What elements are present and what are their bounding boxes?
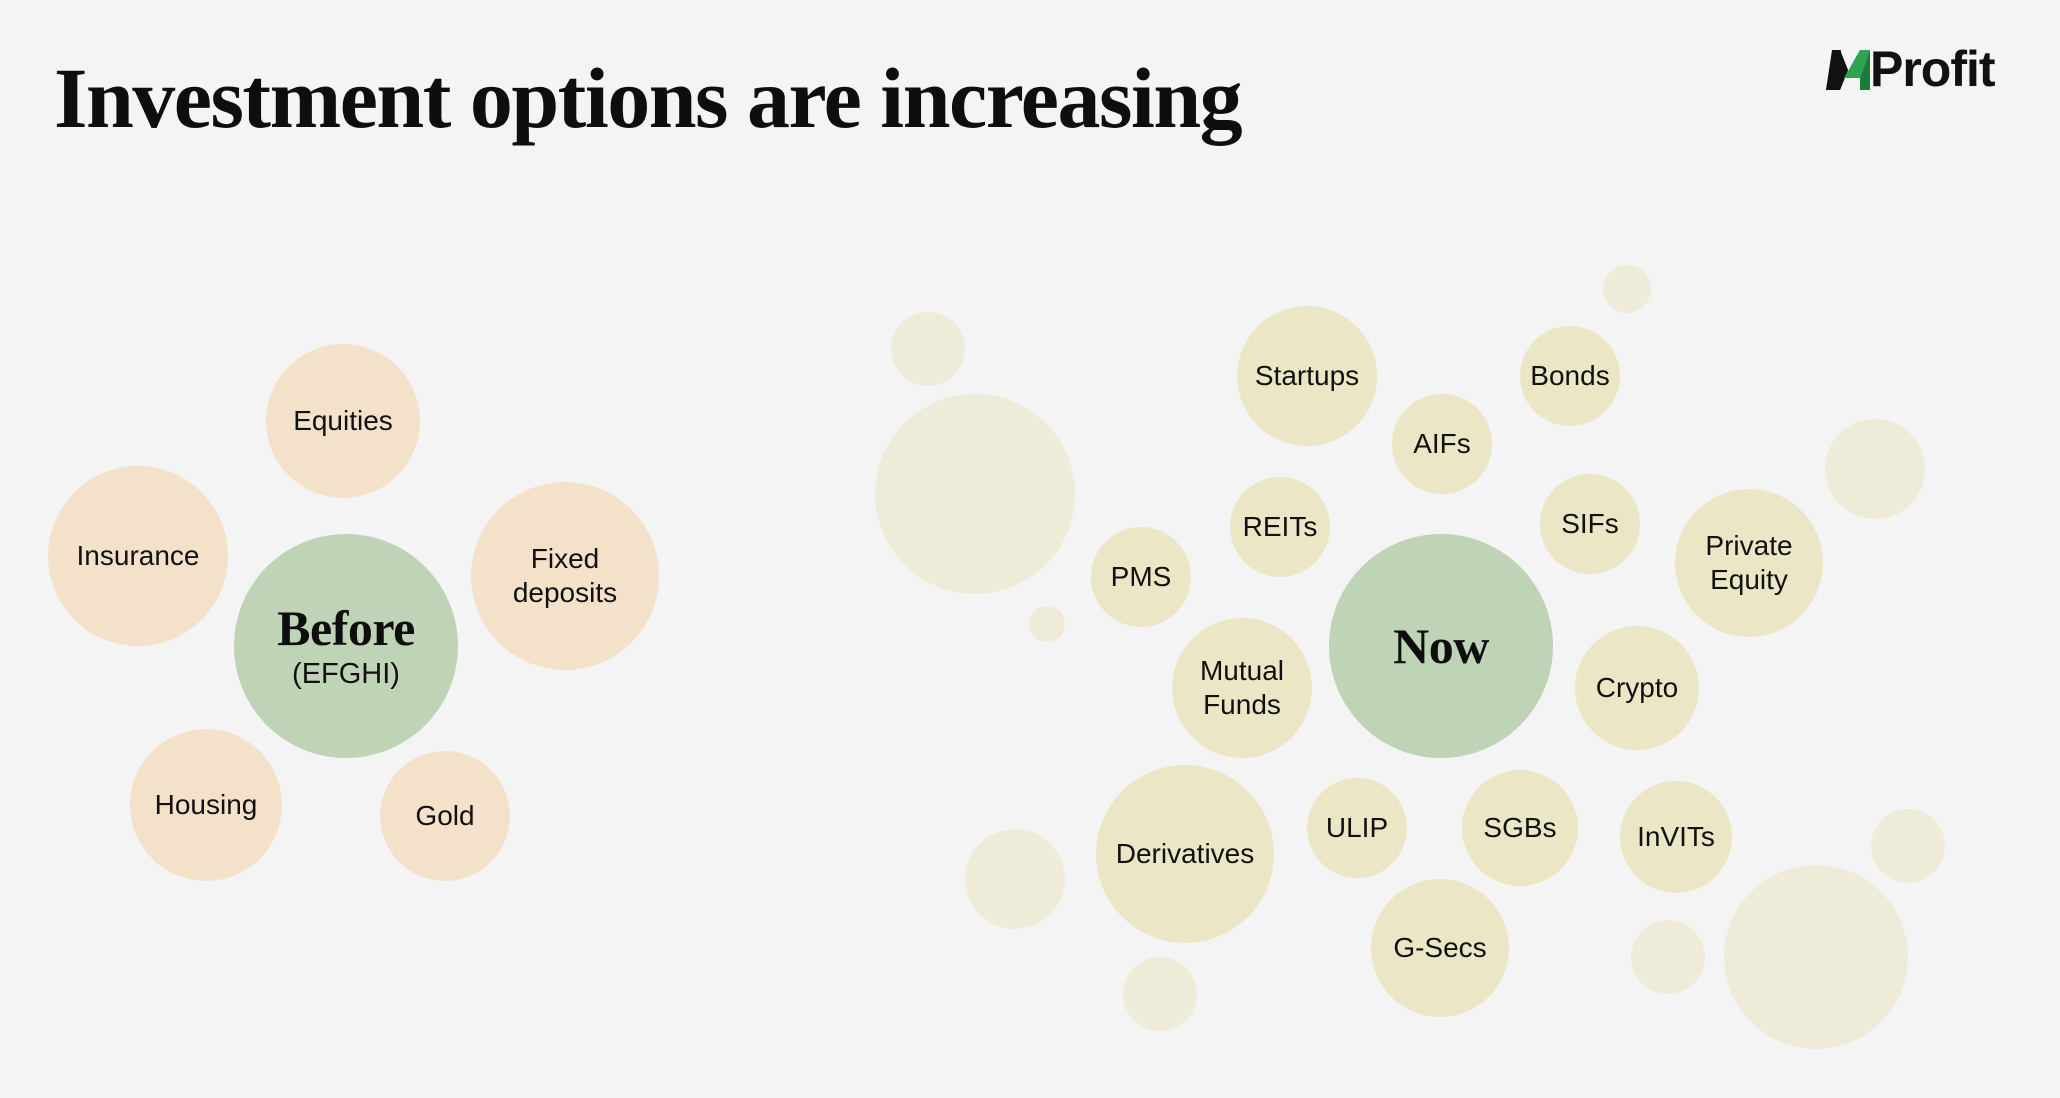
- bubble-label: Startups: [1254, 360, 1360, 391]
- bubble-label: SIFs: [1561, 508, 1619, 539]
- now-item-ulip: ULIP: [1307, 778, 1407, 878]
- now-hub-title: Now: [1393, 618, 1489, 674]
- before-item-insurance: Insurance: [48, 466, 228, 646]
- decorative-circle: [1631, 920, 1705, 994]
- bubble-label: Private Equity: [1705, 530, 1793, 595]
- bubble-label: Housing: [154, 789, 258, 820]
- now-hub: Now: [1329, 534, 1553, 758]
- bubble-label: ULIP: [1325, 812, 1389, 843]
- decorative-circle: [1724, 865, 1908, 1049]
- before-hub-subtitle: (EFGHI): [292, 658, 400, 690]
- bubble-label: Derivatives: [1115, 838, 1255, 869]
- now-item-sifs: SIFs: [1540, 474, 1640, 574]
- before-item-housing: Housing: [130, 729, 282, 881]
- mprofit-m-icon: [1826, 50, 1870, 90]
- bubble-label: Equities: [293, 405, 393, 436]
- now-item-crypto: Crypto: [1575, 626, 1699, 750]
- decorative-circle: [1029, 606, 1065, 642]
- bubble-label: Gold: [415, 800, 475, 831]
- decorative-circle: [875, 394, 1075, 594]
- bubble-label: Crypto: [1595, 672, 1679, 703]
- now-item-aifs: AIFs: [1392, 394, 1492, 494]
- now-item-startups: Startups: [1237, 306, 1377, 446]
- bubble-label: Mutual Funds: [1199, 655, 1285, 720]
- bubble-label: Bonds: [1530, 360, 1610, 391]
- bubble-label: Fixed deposits: [512, 543, 618, 608]
- before-item-gold: Gold: [380, 751, 510, 881]
- now-item-invits: InVITs: [1620, 781, 1732, 893]
- page-title: Investment options are increasing: [54, 50, 1243, 146]
- bubble-label: PMS: [1110, 561, 1172, 592]
- before-hub-title: Before: [277, 600, 415, 656]
- decorative-circle: [1603, 265, 1651, 313]
- now-item-pms: PMS: [1091, 527, 1191, 627]
- bubble-label: InVITs: [1637, 821, 1715, 852]
- logo-text: Profit: [1870, 41, 1996, 97]
- decorative-circle: [1871, 809, 1945, 883]
- bubble-label: Insurance: [76, 540, 200, 571]
- now-item-derivatives: Derivatives: [1096, 765, 1274, 943]
- decorative-circle: [891, 312, 965, 386]
- now-item-private-equity: Private Equity: [1675, 489, 1823, 637]
- mprofit-logo: Profit: [1826, 41, 1996, 97]
- before-hub: Before (EFGHI): [234, 534, 458, 758]
- before-item-equities: Equities: [266, 344, 420, 498]
- now-item-g-secs: G-Secs: [1371, 879, 1509, 1017]
- decorative-circle: [1825, 419, 1925, 519]
- bubble-label: G-Secs: [1393, 932, 1487, 963]
- decorative-circle: [965, 829, 1065, 929]
- now-item-reits: REITs: [1230, 477, 1330, 577]
- before-item-fixed-deposits: Fixed deposits: [471, 482, 659, 670]
- now-item-bonds: Bonds: [1520, 326, 1620, 426]
- now-item-sgbs: SGBs: [1462, 770, 1578, 886]
- bubble-label: SGBs: [1483, 812, 1557, 843]
- decorative-circle: [1123, 957, 1197, 1031]
- bubble-label: AIFs: [1413, 428, 1471, 459]
- bubble-label: REITs: [1242, 511, 1318, 542]
- now-item-mutual-funds: Mutual Funds: [1172, 618, 1312, 758]
